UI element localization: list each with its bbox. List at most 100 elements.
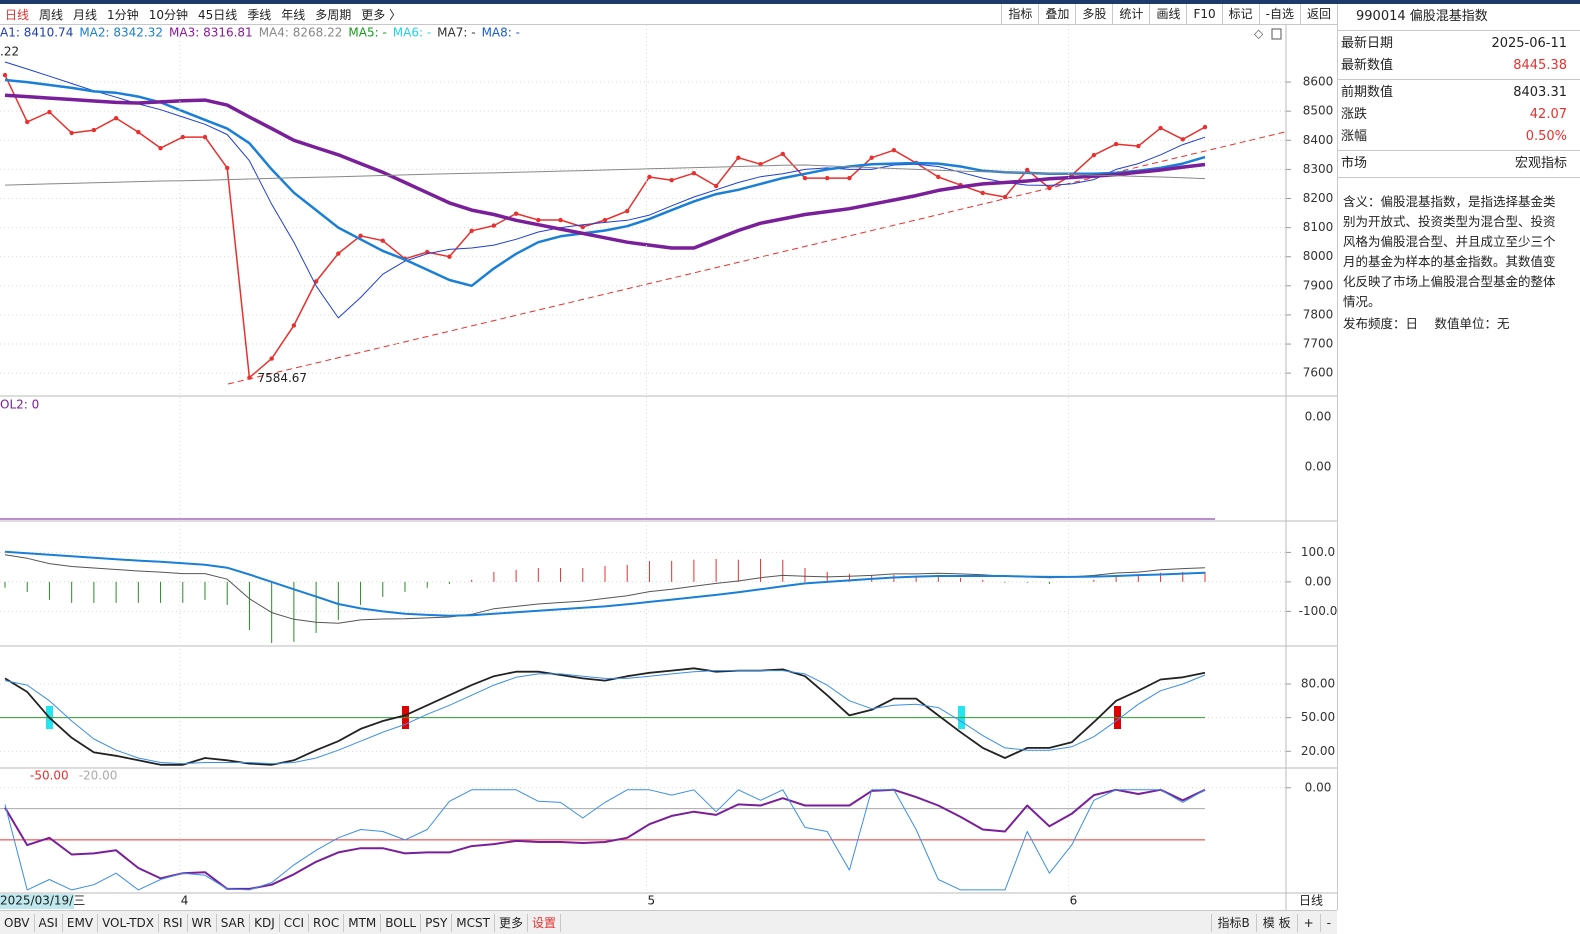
indicator-bar: OBV ASI EMV VOL-TDX RSI WR SAR KDJ CCI ROC MTM BOLL…: [0, 910, 1337, 934]
x-tick-label: 5: [647, 894, 655, 908]
indicator-tab[interactable]: PSY: [421, 913, 453, 932]
info-description: 含义：偏股混基指数，是指选择基金类别为开放式、投资类型为混合型、投资风格为偏股混…: [1343, 194, 1556, 309]
period-label: 日线: [1299, 894, 1323, 908]
tool-button[interactable]: 多股: [1075, 4, 1112, 24]
indicator-tab[interactable]: ASI: [35, 913, 63, 932]
y-tick-label: 7600: [1303, 366, 1334, 380]
info-rows: 最新日期 2025-06-11 最新数值 8445.38 前期数值 8403.31 涨跌 42…: [1338, 31, 1580, 178]
price-point: [25, 119, 30, 125]
series-line: [4, 789, 1206, 891]
info-label: 前期数值: [1341, 85, 1394, 100]
price-point: [380, 238, 385, 243]
price-point: [802, 175, 808, 181]
tool-button[interactable]: 统计: [1112, 4, 1149, 24]
legend-entry: MA6: -: [393, 26, 431, 40]
period-tab[interactable]: 年线: [281, 7, 306, 22]
indicator-tab[interactable]: CCI: [280, 913, 310, 932]
indicator-tab[interactable]: VOL-TDX: [98, 913, 159, 932]
y-tick-label: 0.00: [1305, 410, 1332, 424]
indicator-tab[interactable]: BOLL: [381, 913, 422, 932]
tool-button[interactable]: 指标: [1001, 4, 1038, 24]
price-point: [47, 109, 52, 115]
period-tab[interactable]: 多周期: [315, 7, 352, 22]
legend-entry: MA2: 8342.32: [79, 26, 163, 40]
y-tick-label: 80.00: [1301, 677, 1335, 691]
info-row: 最新日期 2025-06-11: [1338, 33, 1580, 55]
tool-buttons: 指标 叠加 多股 统计 画线 F10 标记 -自选 返回: [1001, 4, 1337, 24]
price-point: [358, 233, 363, 238]
series-line: [4, 550, 1206, 617]
y-tick-label: 100.0: [1301, 545, 1335, 559]
tool-button[interactable]: 标记: [1221, 4, 1259, 24]
indicator-tab[interactable]: MCST: [452, 913, 495, 932]
info-row: 市场 宏观指标: [1338, 153, 1580, 175]
price-point: [269, 356, 274, 361]
price-point: [980, 190, 985, 196]
price-point: [136, 129, 141, 135]
tool-button[interactable]: -自选: [1258, 4, 1300, 24]
template-button[interactable]: -: [1319, 913, 1337, 932]
y-tick-label: 8600: [1303, 75, 1334, 89]
template-button[interactable]: 指标B: [1210, 913, 1256, 932]
high-label: .22: [0, 45, 19, 59]
price-point: [1025, 167, 1030, 173]
info-row: 最新数值 8445.38: [1338, 55, 1580, 77]
period-tab[interactable]: 更多 〉: [361, 7, 402, 22]
info-value: 8445.38: [1513, 58, 1567, 73]
info-label: 市场: [1341, 156, 1368, 171]
price-point: [1202, 124, 1208, 130]
indicator-tab[interactable]: MTM: [344, 913, 382, 932]
price-point: [869, 155, 874, 160]
indicator-tab[interactable]: SAR: [217, 913, 251, 932]
info-group: 最新日期 2025-06-11 最新数值 8445.38: [1338, 31, 1580, 80]
indicator-tab[interactable]: EMV: [63, 913, 99, 932]
indicator-tab[interactable]: RSI: [159, 913, 188, 932]
period-tab[interactable]: 月线: [73, 7, 98, 22]
price-point: [113, 115, 119, 121]
tool-button[interactable]: 叠加: [1038, 4, 1075, 24]
info-group: 前期数值 8403.31 涨跌 42.07 涨幅 0.50%: [1338, 80, 1580, 151]
indicator-tab[interactable]: WR: [188, 913, 217, 932]
template-button[interactable]: 模 板: [1255, 913, 1297, 932]
indicator-tab[interactable]: ROC: [309, 913, 345, 932]
price-point: [158, 145, 163, 151]
series-line: [4, 667, 1206, 766]
info-row: 涨跌 42.07: [1338, 104, 1580, 126]
y-tick-label: 7800: [1303, 307, 1334, 321]
draw-icon[interactable]: ◇: [1254, 27, 1264, 41]
y-tick-label: 8500: [1303, 104, 1334, 118]
indicator-tab[interactable]: 设置: [528, 913, 562, 932]
period-tab[interactable]: 10分钟: [148, 7, 188, 22]
indicator-tab[interactable]: OBV: [0, 913, 35, 932]
template-button[interactable]: +: [1296, 913, 1320, 932]
info-footer: 发布频度：日 数值单位：无: [1343, 316, 1510, 331]
price-point: [736, 155, 741, 160]
tool-button[interactable]: F10: [1186, 4, 1221, 24]
y-tick-label: -100.0: [1299, 604, 1337, 618]
low-label: 7584.67: [257, 371, 307, 385]
price-point: [758, 161, 763, 167]
price-point: [69, 130, 74, 136]
price-point: [336, 251, 341, 256]
x-tick-label: 6: [1070, 894, 1078, 908]
info-row: 涨幅 0.50%: [1338, 126, 1580, 148]
period-tab[interactable]: 45日线: [197, 7, 238, 22]
series-line: [4, 554, 1206, 624]
period-tab[interactable]: 周线: [39, 7, 64, 22]
indicator-tab[interactable]: 更多: [495, 913, 528, 932]
series-line: [4, 74, 1206, 379]
period-tab[interactable]: 1分钟: [107, 7, 139, 22]
price-point: [580, 224, 585, 230]
indicator-tab[interactable]: KDJ: [250, 913, 280, 932]
price-point: [713, 183, 719, 189]
chart-area: ◇ OL2: 0 0.00 0.00 日线 8600 8500 8400 8300 82…: [0, 25, 1337, 910]
tool-button[interactable]: 画线: [1149, 4, 1186, 24]
window-icon[interactable]: [1271, 28, 1282, 40]
tool-button[interactable]: 返回: [1299, 4, 1337, 24]
volume-legend: OL2: 0: [0, 398, 39, 412]
period-tab[interactable]: 季线: [247, 7, 272, 22]
price-point: [469, 228, 474, 234]
period-tab[interactable]: 日线: [5, 7, 30, 22]
y-tick-label: 8400: [1303, 133, 1334, 147]
